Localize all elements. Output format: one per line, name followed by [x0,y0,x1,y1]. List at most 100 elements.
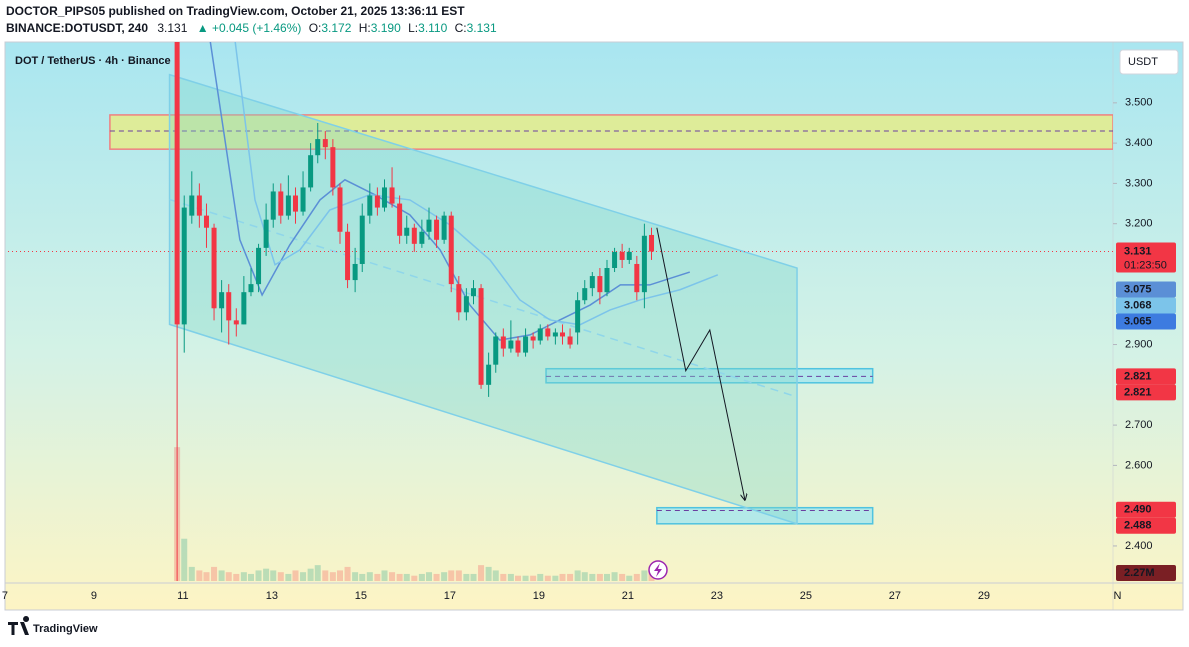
x-tick-label: N [1113,590,1121,602]
zone [656,506,874,525]
volume-bar [425,572,432,581]
candle-body [493,336,499,365]
price-label: 2.821 [1124,386,1152,398]
price-label-box [1116,517,1176,534]
candle-body [441,215,447,240]
price-label-box [1116,368,1176,385]
candle-body [448,215,454,285]
volume-bar [366,572,373,581]
axes: 3.500 3.400 3.300 3.200 2.900 2.700 2.600 2.400… [2,97,1176,602]
volume-bar [604,573,611,581]
currency-button[interactable] [1119,49,1179,75]
chart-title: DOT / TetherUS · 4h · Binance [15,55,171,67]
brand: TradingView [33,623,98,635]
volume-bar [611,572,618,581]
x-tick-label: 25 [800,590,812,602]
x-tick-label: 27 [889,590,901,602]
volume-bar [581,572,588,581]
candle-body [552,332,558,337]
x-tick-label: 13 [266,590,278,602]
volume-bar [374,573,381,581]
volume-bar [359,573,366,581]
candle-body [478,288,484,385]
projection-path [656,227,745,500]
price-label-box [1116,501,1176,518]
x-tick-label: 23 [711,590,723,602]
volume-bar [233,573,240,581]
price-label: 3.075 [1124,283,1152,295]
volume-bar [619,573,626,581]
candle-body [322,139,328,148]
candle-body [404,227,410,236]
price-label: 2.488 [1124,520,1152,532]
x-tick-label: 9 [91,590,97,602]
candle-body [641,235,647,293]
volume-bar [270,570,277,581]
price-label: 2.490 [1124,504,1152,516]
h-label: H: [359,21,371,35]
price-label: 3.065 [1124,315,1152,327]
indicator-line [234,42,719,326]
candle-body [634,263,640,293]
volume-bar [589,573,596,581]
candle-body [537,328,543,341]
candle-body [285,195,291,216]
plot [8,42,1113,581]
candle-body [626,251,632,260]
y-tick-label: 3.500 [1125,97,1153,109]
header-quote: BINANCE:DOTUSDT, 240 3.131 ▲ +0.045 (+1.… [6,21,497,35]
current-price-box [1116,242,1176,273]
volume-bar [633,573,640,581]
o-value: 3.172 [321,21,351,35]
currency[interactable]: USDT [1128,56,1158,68]
volume-bar [277,572,284,581]
l-label: L: [408,21,418,35]
candle-body [381,187,387,208]
c-value: 3.131 [467,21,497,35]
volume-bar [218,570,225,581]
volume-bar [403,573,410,581]
candle-body [203,215,209,228]
candle-body [597,276,603,293]
volume-bar [285,573,292,581]
volume-bar [448,570,455,581]
candle-body [426,219,432,232]
volume-bar [352,572,359,581]
candle-body [470,288,476,297]
price-label: 2.821 [1124,370,1152,382]
volume-bar [292,570,299,581]
volume-bar [300,572,307,581]
volume-bar [515,575,521,581]
candle-body [456,284,462,313]
volume-bar [411,575,418,581]
price-label-box [1116,297,1176,314]
x-tick-label: 7 [2,590,8,602]
volume-bar [500,573,507,581]
zone [109,114,1113,150]
x-tick-label: 29 [978,590,990,602]
x-tick-label: 11 [177,590,188,602]
candle-body [545,328,551,337]
candle-body [374,195,380,208]
candle-body [196,195,202,216]
y-tick-label: 2.600 [1125,459,1153,471]
candle-body [486,364,492,385]
x-tick-label: 17 [444,590,456,602]
volume-bar [470,573,477,581]
volume-bar [322,570,329,581]
candle-body [434,219,440,240]
volume-bar [574,570,581,581]
price-label: 3.068 [1124,299,1152,311]
volume-label: 2.27M [1124,567,1155,579]
last: 3.131 [157,21,187,35]
candle-body [515,340,521,353]
volume-bar [544,575,551,581]
volume-bar [211,566,218,581]
volume-bar [478,565,485,581]
candle-body [219,292,225,309]
candle-body [419,231,425,244]
volume-bar [626,575,633,581]
volume-bar [641,570,648,581]
candle-body [226,292,232,321]
